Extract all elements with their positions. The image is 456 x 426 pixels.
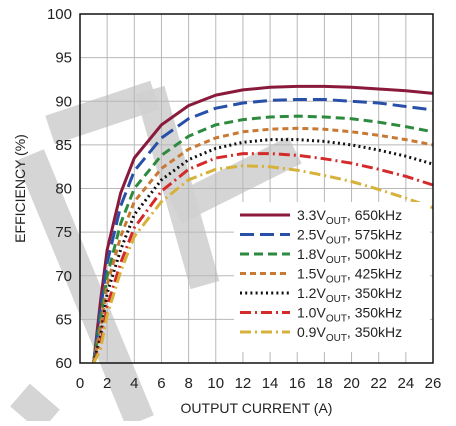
x-tick-label: 12 bbox=[235, 375, 252, 392]
y-tick-label: 100 bbox=[47, 6, 72, 23]
x-tick-label: 0 bbox=[76, 375, 84, 392]
legend-label-5: 1.0VOUT, 350kHz bbox=[297, 305, 402, 325]
legend-label-3: 1.5VOUT, 425kHz bbox=[297, 266, 402, 286]
x-tick-label: 24 bbox=[398, 375, 415, 392]
plot-frame bbox=[79, 13, 434, 364]
series-line-2 bbox=[92, 114, 434, 364]
x-tick-label: 10 bbox=[207, 375, 224, 392]
legend-label-4: 1.2VOUT, 350kHz bbox=[297, 285, 402, 305]
legend-label-6: 0.9VOUT, 350kHz bbox=[297, 324, 402, 344]
legend-label-0: 3.3VOUT, 650kHz bbox=[297, 207, 402, 227]
series-line-1 bbox=[92, 98, 434, 364]
series-line-3 bbox=[92, 126, 434, 364]
x-tick-label: 16 bbox=[289, 375, 306, 392]
y-tick-label: 80 bbox=[55, 181, 72, 198]
x-tick-label: 20 bbox=[343, 375, 360, 392]
x-tick-label: 6 bbox=[157, 375, 165, 392]
legend-background bbox=[234, 202, 430, 352]
y-tick-label: 90 bbox=[55, 93, 72, 110]
y-tick-label: 60 bbox=[55, 355, 72, 372]
y-tick-label: 75 bbox=[55, 224, 72, 241]
y-tick-label: 85 bbox=[55, 137, 72, 154]
legend-label-2: 1.8VOUT, 500kHz bbox=[297, 246, 402, 266]
legend-label-1: 2.5VOUT, 575kHz bbox=[297, 227, 402, 247]
plot-border bbox=[79, 13, 434, 364]
x-tick-label: 14 bbox=[262, 375, 279, 392]
x-tick-label: 26 bbox=[425, 375, 442, 392]
x-tick-label: 22 bbox=[370, 375, 387, 392]
y-axis-title: EFFICIENCY (%) bbox=[12, 134, 28, 243]
watermark-stroke bbox=[168, 136, 302, 224]
series-line-6 bbox=[92, 164, 434, 364]
series-line-4 bbox=[92, 138, 434, 364]
series-line-5 bbox=[92, 152, 434, 364]
x-tick-label: 18 bbox=[316, 375, 333, 392]
x-tick-label: 8 bbox=[184, 375, 192, 392]
x-tick-label: 4 bbox=[130, 375, 138, 392]
y-tick-label: 65 bbox=[55, 311, 72, 328]
tick-labels: 0 2 4 6 8 10 12 14 16 18 20 22 24 2660657075808590951… bbox=[47, 6, 441, 392]
y-tick-label: 95 bbox=[55, 50, 72, 67]
watermark-stroke bbox=[10, 383, 60, 426]
watermark-stroke bbox=[16, 149, 154, 426]
x-axis-title: OUTPUT CURRENT (A) bbox=[181, 400, 333, 416]
y-tick-label: 70 bbox=[55, 268, 72, 285]
series-layer bbox=[92, 84, 434, 364]
x-tick-label: 2 bbox=[103, 375, 111, 392]
series-line-0 bbox=[92, 84, 434, 364]
